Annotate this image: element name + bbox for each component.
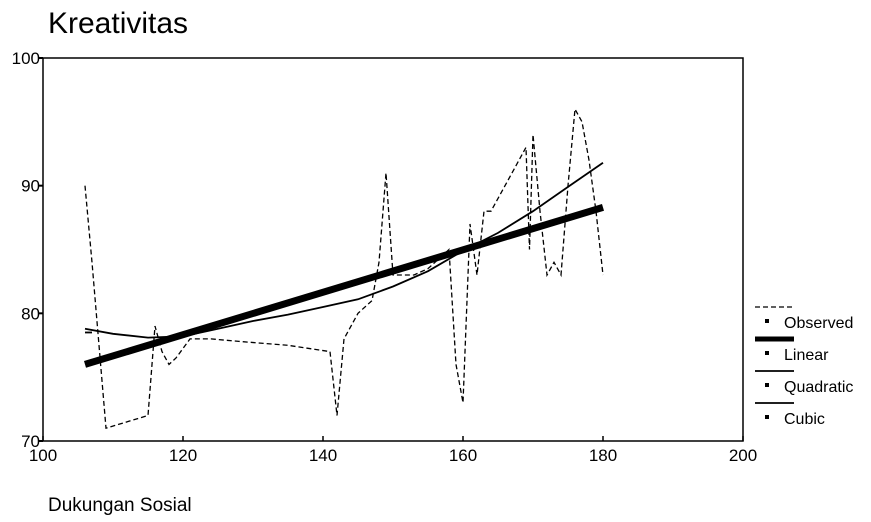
legend-marker bbox=[765, 383, 769, 387]
y-tick-label: 90 bbox=[21, 177, 40, 196]
legend-label: Observed bbox=[784, 315, 853, 332]
series-line-observed bbox=[84, 106, 604, 430]
x-tick-label: 200 bbox=[729, 446, 757, 465]
legend-label: Quadratic bbox=[784, 379, 853, 396]
x-tick-label: 180 bbox=[589, 446, 617, 465]
plot-area bbox=[83, 106, 605, 430]
y-tick-label: 100 bbox=[12, 49, 40, 68]
legend-label: Linear bbox=[784, 347, 829, 364]
series-line-linear bbox=[83, 204, 605, 368]
x-tick-label: 160 bbox=[449, 446, 477, 465]
y-tick-label: 70 bbox=[21, 432, 40, 451]
x-axis: 100 120 140 160 180 200 bbox=[29, 436, 757, 465]
legend-label: Cubic bbox=[784, 411, 825, 428]
legend: Observed Linear Quadratic Cubic bbox=[755, 306, 853, 428]
y-tick-label: 80 bbox=[21, 304, 40, 323]
chart-title: Kreativitas bbox=[48, 7, 188, 40]
legend-marker bbox=[765, 351, 769, 355]
x-tick-label: 120 bbox=[169, 446, 197, 465]
series-line-quadratic bbox=[84, 161, 604, 339]
legend-marker bbox=[765, 319, 769, 323]
x-tick-label: 100 bbox=[29, 446, 57, 465]
legend-marker bbox=[765, 415, 769, 419]
x-tick-label: 140 bbox=[309, 446, 337, 465]
y-axis: 70 80 90 100 bbox=[12, 49, 43, 451]
x-axis-title: Dukungan Sosial bbox=[48, 495, 192, 516]
plot-frame bbox=[42, 57, 744, 442]
